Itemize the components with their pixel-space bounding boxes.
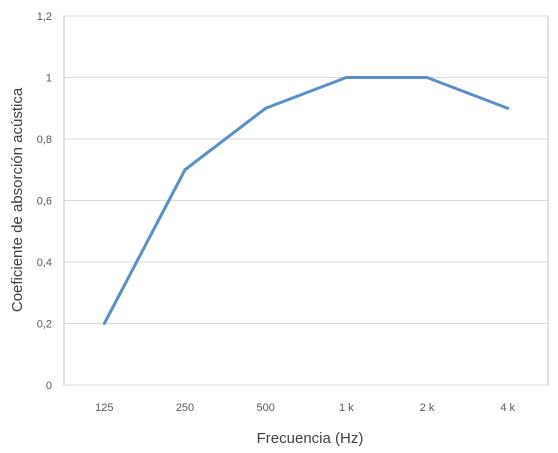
data-point (183, 168, 187, 172)
y-tick-label: 1 (46, 73, 52, 85)
y-tick-label: 0 (46, 380, 52, 392)
x-tick-label: 4 k (500, 402, 515, 414)
x-tick-label: 1 k (339, 402, 354, 414)
y-tick-labels: 0 0,2 0,4 0,6 0,8 1 1,2 (37, 11, 52, 392)
y-tick-label: 0,6 (37, 196, 52, 208)
data-point (344, 76, 348, 79)
data-point (264, 106, 268, 110)
data-point (425, 76, 429, 79)
x-axis-title: Frecuencia (Hz) (257, 430, 364, 447)
grid-lines (63, 15, 549, 386)
y-tick-label: 0,4 (37, 257, 52, 269)
series-line (103, 76, 509, 325)
y-tick-label: 1,2 (37, 11, 52, 23)
data-point (102, 322, 106, 325)
x-tick-label: 2 k (420, 402, 435, 414)
x-tick-label: 125 (95, 402, 113, 414)
y-tick-label: 0,8 (37, 134, 52, 146)
x-tick-label: 250 (176, 402, 194, 414)
y-axis-title: Coeficiente de absorción acústica (9, 87, 26, 312)
x-tick-label: 500 (256, 402, 274, 414)
data-point (506, 106, 510, 110)
x-tick-labels: 125 250 500 1 k 2 k 4 k (95, 402, 515, 414)
series-group (102, 76, 510, 325)
y-tick-label: 0,2 (37, 319, 52, 331)
